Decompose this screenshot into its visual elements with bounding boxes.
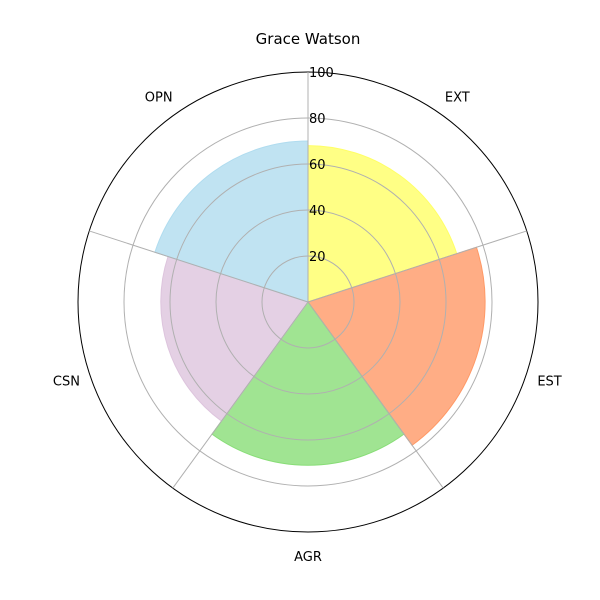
- r-tick-label: 80: [309, 112, 326, 127]
- chart-title: Grace Watson: [256, 30, 361, 48]
- bar-ext: [307, 145, 458, 303]
- category-label-csn: CSN: [53, 374, 80, 389]
- bar-est: [307, 246, 486, 446]
- r-tick-label: 100: [309, 66, 334, 81]
- bar-agr: [211, 301, 405, 466]
- category-label-opn: OPN: [145, 91, 173, 106]
- bar-csn: [160, 255, 309, 422]
- r-tick-label: 40: [309, 204, 326, 219]
- category-label-agr: AGR: [294, 550, 322, 565]
- grid-spoke: [89, 230, 309, 303]
- category-label-ext: EXT: [445, 91, 470, 106]
- bar-group: [154, 140, 486, 466]
- category-label-est: EST: [537, 374, 561, 389]
- category-labels: EXT EST AGR CSN OPN: [53, 91, 562, 565]
- grid-spoke: [307, 230, 527, 303]
- grid-group: [77, 71, 539, 533]
- bar-opn: [154, 140, 309, 303]
- r-tick-label: 20: [309, 250, 326, 265]
- grid-spoke: [172, 301, 309, 489]
- r-tick-label: 60: [309, 158, 326, 173]
- grid-spoke: [307, 301, 444, 489]
- radial-tick-labels: 20 40 60 80 100: [309, 66, 334, 265]
